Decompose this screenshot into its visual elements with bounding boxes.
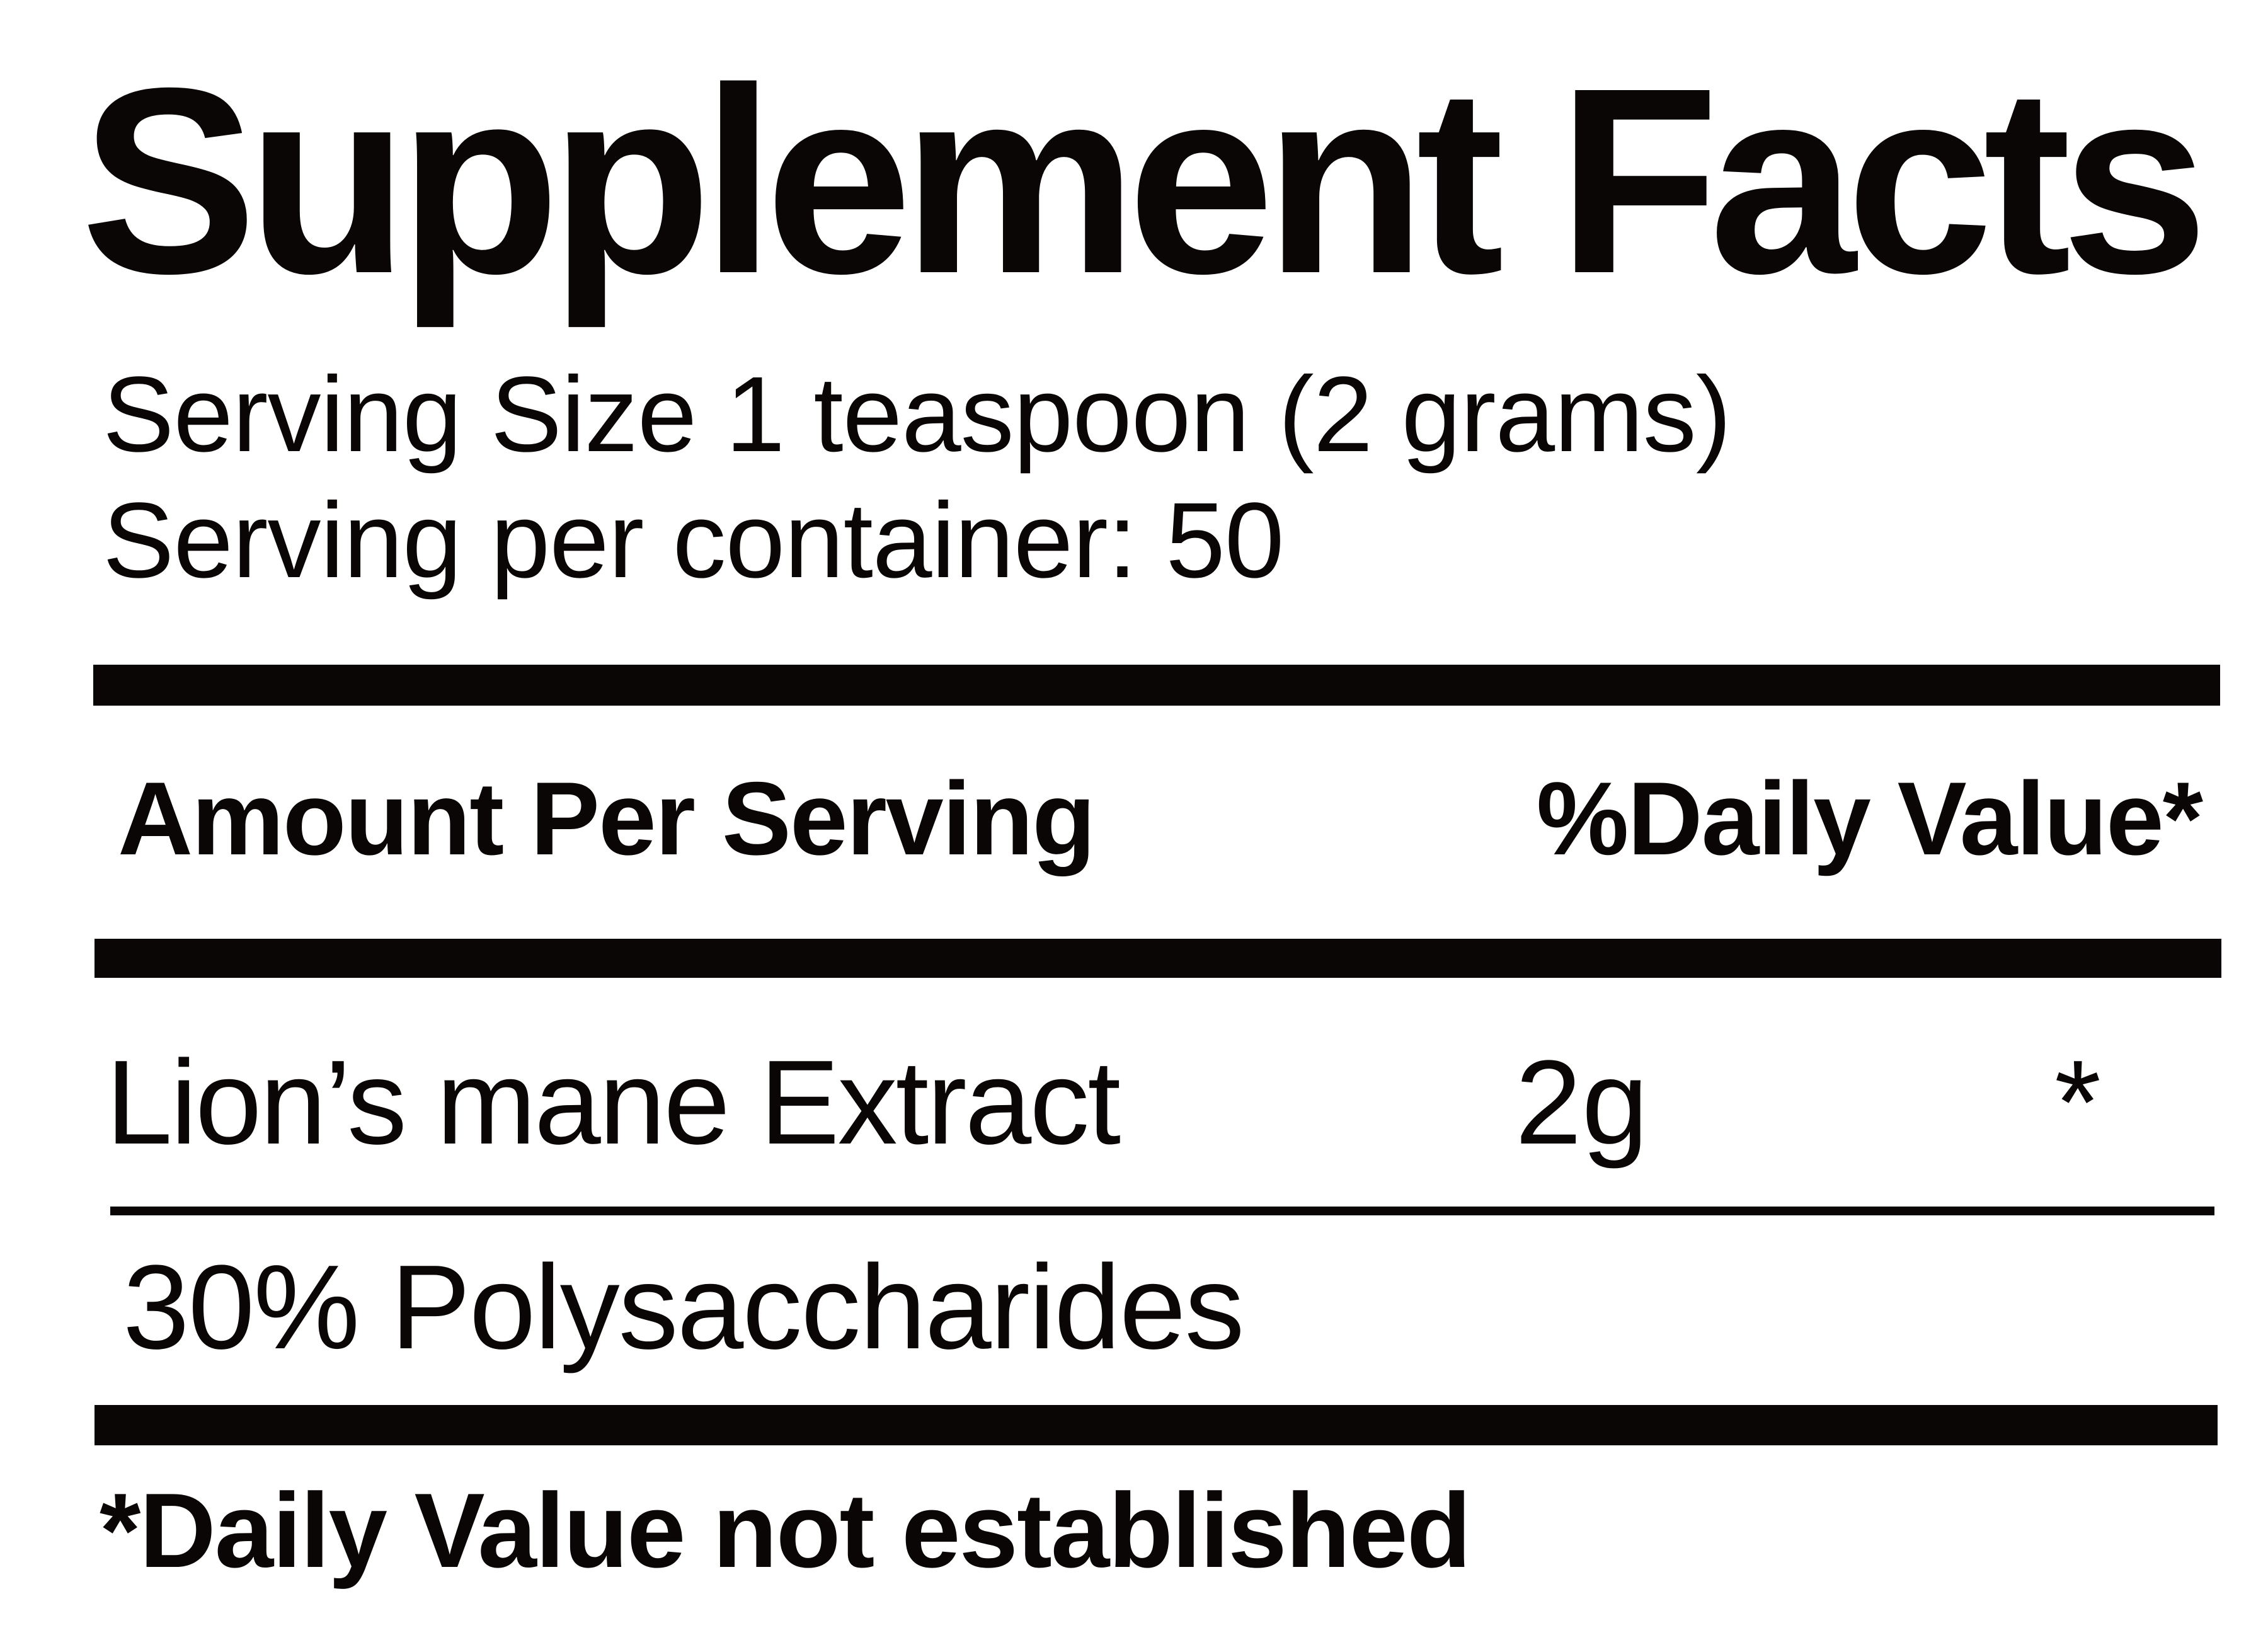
table-row-polysaccharides: 30% Polysaccharides xyxy=(0,1247,2268,1373)
table-header-row: Amount Per Serving %Daily Value* xyxy=(0,767,2268,874)
servings-per-container-line: Serving per container: 50 xyxy=(103,481,1284,600)
ingredient-daily-value-asterisk: * xyxy=(2054,1036,2101,1169)
amount-per-serving-header: Amount Per Serving xyxy=(118,760,1096,876)
daily-value-footnote: *Daily Value not established xyxy=(100,1471,1471,1590)
component-name: 30% Polysaccharides xyxy=(123,1241,1245,1374)
ingredient-name: Lion’s mane Extract xyxy=(106,1036,1121,1169)
divider-thick-middle xyxy=(94,939,2221,978)
ingredient-amount: 2g xyxy=(1515,1036,1649,1169)
divider-thick-bottom xyxy=(94,1405,2218,1445)
divider-thin xyxy=(110,1207,2214,1215)
serving-size-line: Serving Size 1 teaspoon (2 grams) xyxy=(103,355,1731,474)
table-row-lions-mane-extract: Lion’s mane Extract 2g * xyxy=(0,1043,2268,1169)
divider-thick-top xyxy=(93,665,2220,706)
label-title: Supplement Facts xyxy=(81,33,2208,329)
percent-daily-value-header: %Daily Value* xyxy=(1536,760,2203,876)
